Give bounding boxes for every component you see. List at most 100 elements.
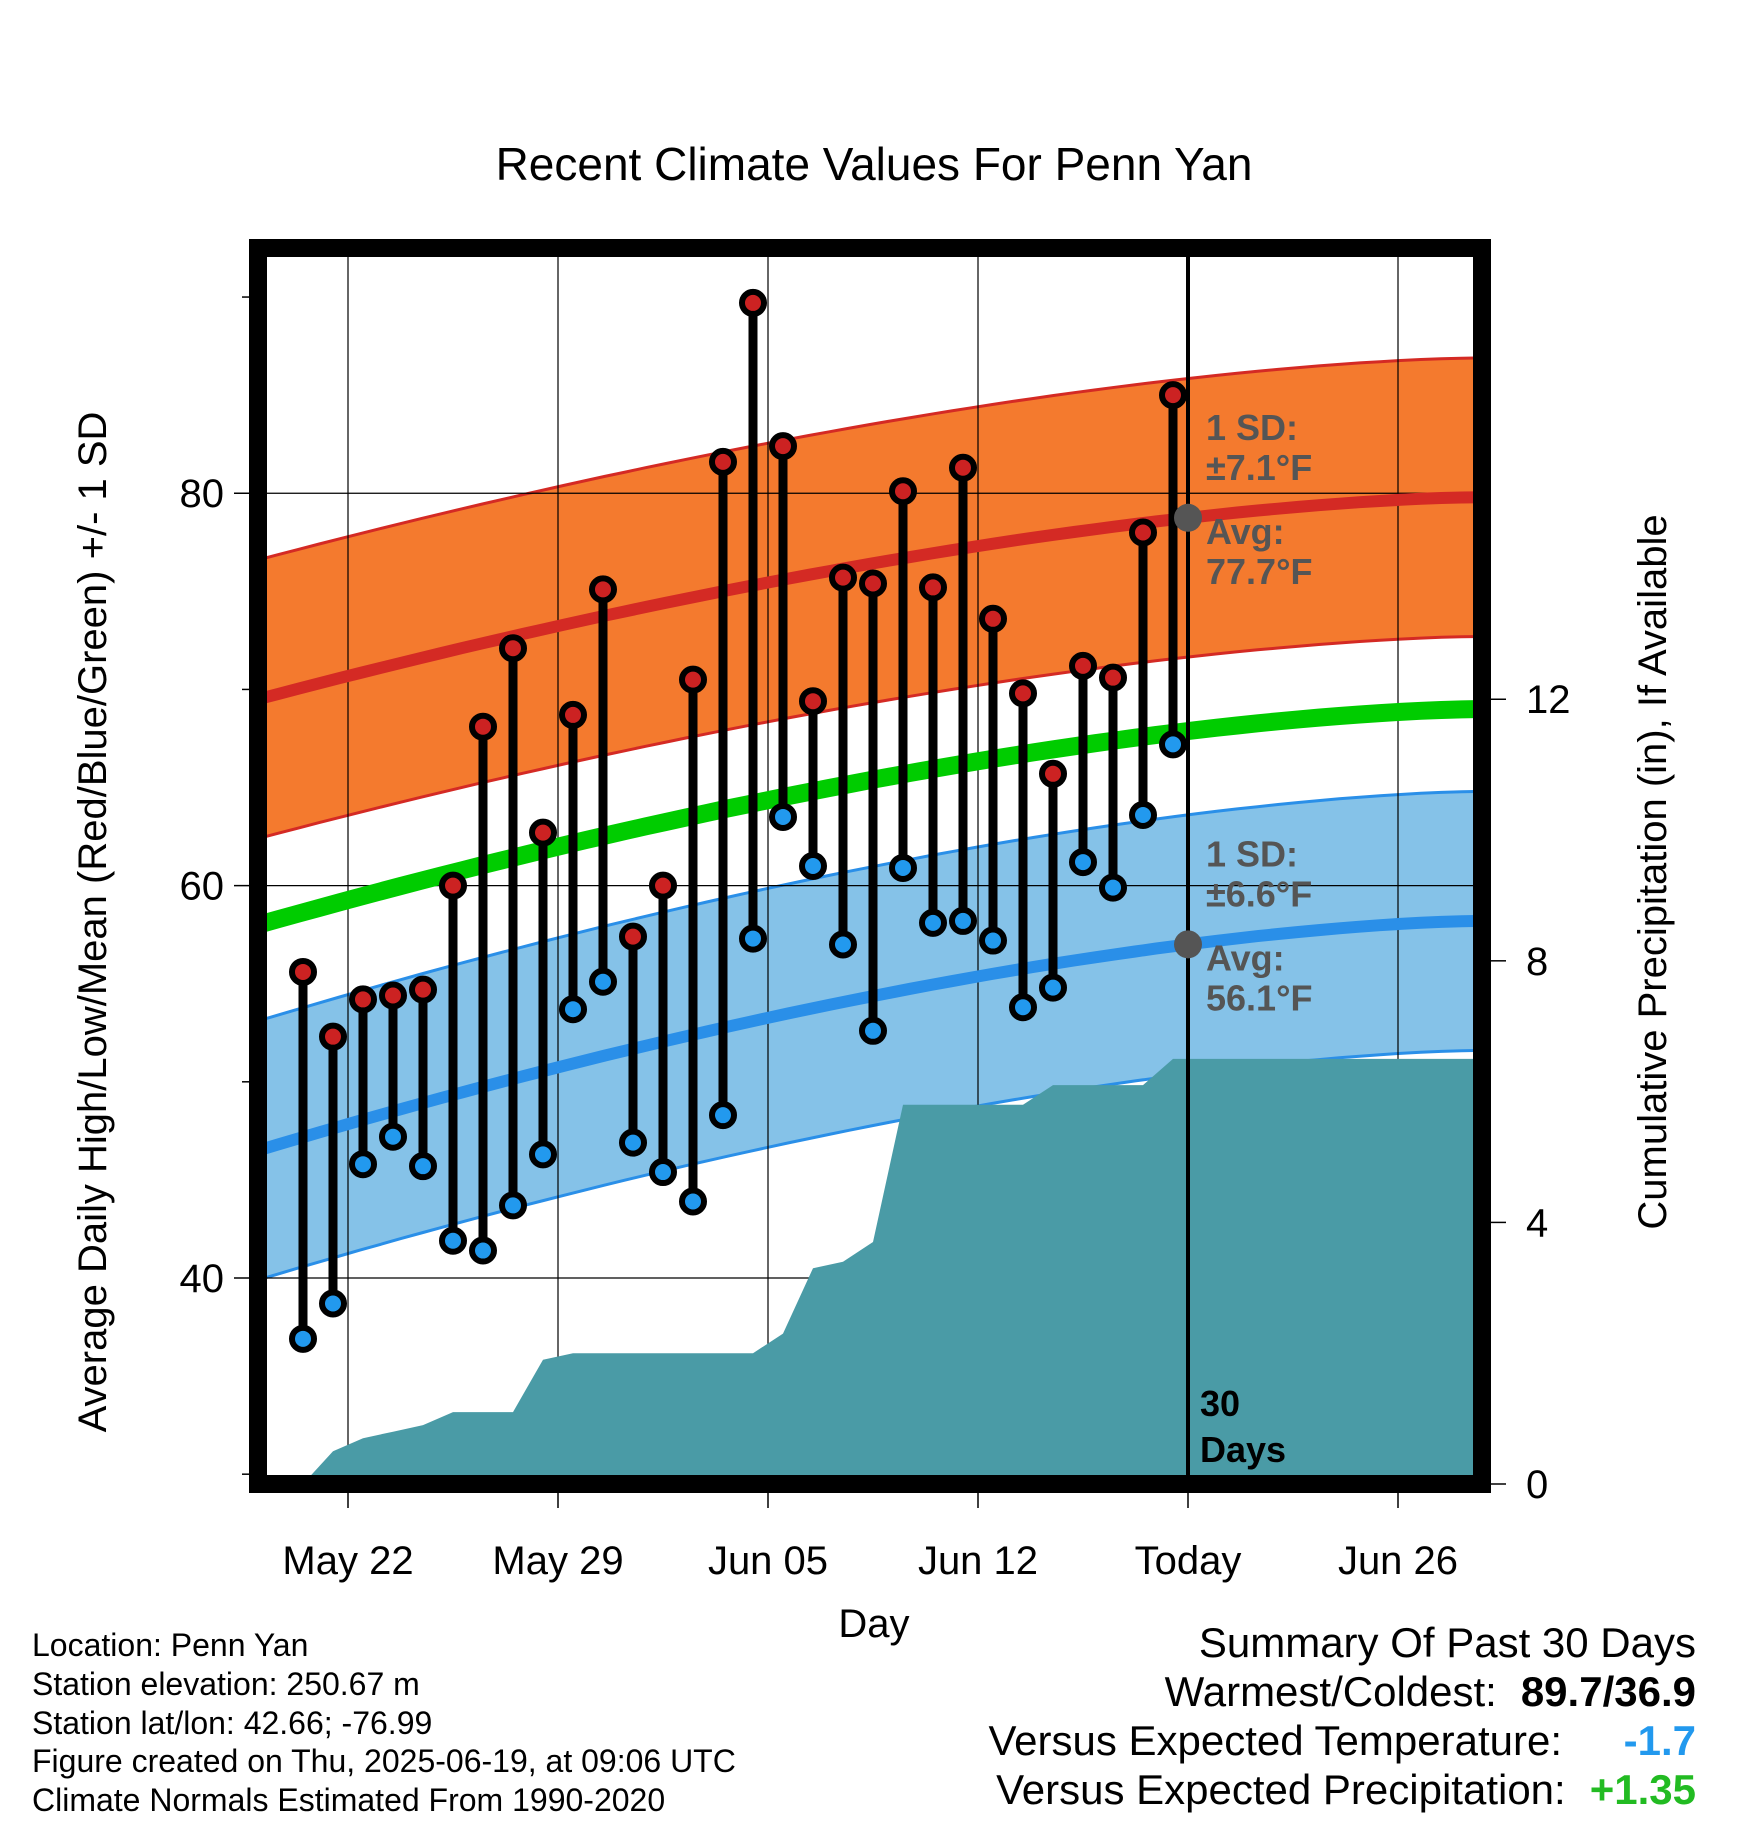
low-temp-point [619,1128,647,1157]
high-temp-point [529,818,557,847]
high-temp-point [439,871,467,900]
low-temp-point [1159,730,1187,759]
high-sd-label: 1 SD: [1206,407,1298,448]
high-avg-label: Avg: [1206,511,1285,552]
x-tick-label: May 22 [282,1539,413,1583]
low-temp-point [349,1150,377,1179]
low-temp-point [1069,848,1097,877]
high-temp-point [709,447,737,476]
high-avg-value: 77.7°F [1206,551,1312,592]
low-temp-point [919,908,947,937]
low-temp-point [709,1101,737,1130]
today-low-normal-marker [1174,930,1202,959]
low-temp-point [649,1158,677,1187]
y-axis-left-label: Average Daily High/Low/Mean (Red/Blue/Gr… [71,412,115,1433]
high-temp-point [1159,381,1187,410]
high-temp-point [289,957,317,986]
high-temp-point [799,687,827,716]
y-right-tick-label: 0 [1526,1463,1548,1507]
low-temp-point [1099,873,1127,902]
y-left-tick-label: 40 [180,1257,225,1301]
low-temp-point [469,1236,497,1265]
high-temp-point [979,604,1007,633]
y-right-tick-label: 12 [1526,678,1571,722]
low-temp-point [859,1016,887,1045]
low-temp-point [1039,973,1067,1002]
y-right-tick-label: 8 [1526,940,1548,984]
summary-heading: Summary Of Past 30 Days [1198,1619,1696,1666]
low-temp-point [319,1289,347,1318]
y-right-tick-label: 4 [1526,1201,1548,1245]
normals-text: Climate Normals Estimated From 1990-2020 [32,1782,666,1819]
high-sd-upper-line [258,356,1482,562]
x-tick-label: Jun 05 [708,1539,828,1583]
low-temp-point [379,1122,407,1151]
temp-value: -1.7 [1623,1717,1696,1764]
x-tick-label: Today [1135,1539,1242,1583]
low-avg-label: Avg: [1206,937,1285,978]
high-temp-point [409,975,437,1004]
days-label-line2: Days [1200,1429,1286,1470]
y-axis-right-label: Cumulative Precipitation (in), If Availa… [1631,514,1675,1229]
chart-title: Recent Climate Values For Penn Yan [496,138,1253,190]
low-avg-value: 56.1°F [1206,977,1312,1018]
low-temp-point [589,967,617,996]
high-sd-value: ±7.1°F [1206,447,1312,488]
station-info: Location: Penn Yan Station elevation: 25… [32,1626,736,1820]
y-left-tick-label: 80 [180,472,225,516]
high-temp-point [469,712,497,741]
high-temp-point [829,563,857,592]
high-temp-point [559,700,587,729]
summary-panel: Summary Of Past 30 Days Warmest/Coldest:… [988,1618,1696,1814]
y-left-tick-label: 60 [180,865,225,909]
low-temp-point [769,802,797,831]
low-temp-point [1009,993,1037,1022]
location-text: Location: Penn Yan [32,1627,309,1663]
normal-high-line [258,491,1482,706]
plot-frame [249,239,1491,1493]
plot-content [258,248,1482,1484]
x-tick-label: May 29 [492,1539,623,1583]
today-high-normal-marker [1174,503,1202,532]
high-temp-point [769,432,797,461]
x-axis-label: Day [838,1602,909,1646]
warm-cold-label: Warmest/Coldest: [1164,1668,1497,1715]
precip-label: Versus Expected Precipitation: [996,1766,1566,1813]
high-temp-point [619,922,647,951]
x-tick-label: Jun 12 [918,1539,1038,1583]
high-temp-point [379,981,407,1010]
elevation-text: Station elevation: 250.67 m [32,1665,420,1702]
temp-row: Versus Expected Temperature: -1.7 [988,1716,1696,1765]
high-temp-point [859,569,887,598]
temp-label: Versus Expected Temperature: [988,1717,1562,1764]
low-sd-label: 1 SD: [1206,833,1298,874]
high-temp-point [649,871,677,900]
low-sd-value: ±6.6°F [1206,873,1312,914]
created-text: Figure created on Thu, 2025-06-19, at 09… [32,1743,736,1780]
high-temp-point [919,573,947,602]
high-temp-point [1099,663,1127,692]
high-temp-point [949,453,977,482]
low-temp-point [979,926,1007,955]
x-tick-label: Jun 26 [1338,1539,1458,1583]
low-temp-point [679,1187,707,1216]
precip-row: Versus Expected Precipitation: +1.35 [988,1765,1696,1814]
low-temp-point [739,924,767,953]
high-temp-point [319,1022,347,1051]
low-temp-point [529,1140,557,1169]
high-temp-point [1069,651,1097,680]
warm-cold-value: 89.7/36.9 [1520,1668,1696,1715]
days-label-line1: 30 [1200,1383,1240,1424]
high-temp-point [589,575,617,604]
low-temp-point [799,852,827,880]
low-temp-point [829,930,857,959]
high-temp-point [1009,679,1037,708]
high-temp-point [1039,759,1067,788]
high-temp-point [679,665,707,694]
low-temp-point [289,1324,317,1353]
high-temp-point [499,634,527,663]
low-temp-point [439,1226,467,1255]
low-temp-point [949,906,977,935]
